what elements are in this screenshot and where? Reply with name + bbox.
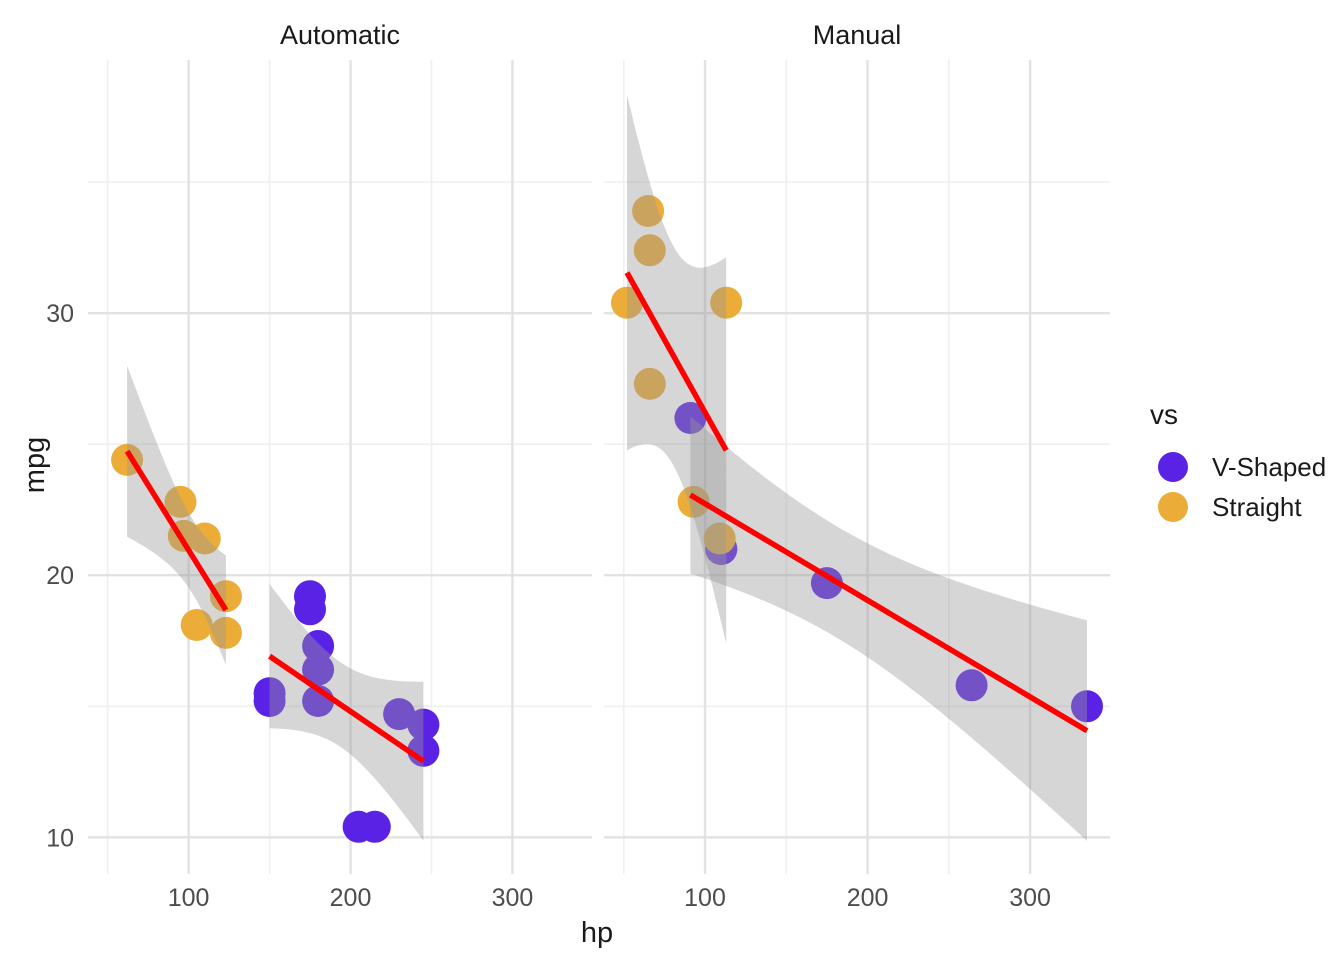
ribbon-layer bbox=[127, 94, 1087, 841]
y-tick-label: 10 bbox=[46, 824, 74, 852]
confidence-ribbon bbox=[269, 584, 424, 841]
data-point bbox=[633, 234, 666, 267]
grid-layer bbox=[88, 60, 1110, 874]
data-point bbox=[253, 685, 286, 717]
data-point bbox=[611, 286, 643, 319]
confidence-ribbon bbox=[690, 416, 1087, 841]
data-point bbox=[383, 698, 416, 731]
x-tick-label: 300 bbox=[1009, 884, 1051, 912]
legend: vs V-Shaped Straight bbox=[1150, 399, 1326, 522]
regression-line bbox=[624, 271, 729, 452]
regression-line bbox=[688, 492, 1089, 734]
y-tick-label: 30 bbox=[46, 300, 74, 328]
x-tick-label: 300 bbox=[492, 884, 534, 912]
data-point bbox=[302, 630, 335, 662]
confidence-ribbon bbox=[627, 94, 727, 644]
data-point bbox=[674, 402, 707, 434]
facet-label-automatic: Automatic bbox=[280, 20, 400, 50]
data-point bbox=[302, 653, 335, 686]
legend-label-v-shaped: V-Shaped bbox=[1212, 452, 1326, 482]
legend-title: vs bbox=[1150, 399, 1178, 430]
points-layer bbox=[111, 195, 1103, 843]
legend-key-straight-icon bbox=[1158, 492, 1188, 522]
x-tick-label: 100 bbox=[168, 884, 210, 912]
x-axis-title: hp bbox=[581, 917, 613, 949]
x-tick-label: 200 bbox=[847, 884, 889, 912]
data-point bbox=[703, 522, 736, 555]
data-point bbox=[209, 616, 242, 649]
data-point bbox=[810, 567, 843, 600]
data-point bbox=[164, 485, 197, 518]
x-tick-label: 100 bbox=[684, 884, 726, 912]
data-point bbox=[209, 580, 242, 613]
data-point bbox=[677, 485, 710, 518]
data-point bbox=[294, 580, 326, 613]
data-point bbox=[633, 367, 666, 400]
data-point bbox=[632, 195, 665, 227]
smooth-line-layer bbox=[124, 271, 1089, 764]
legend-key-v-shaped-icon bbox=[1158, 452, 1188, 482]
y-tick-label: 20 bbox=[46, 562, 74, 590]
data-point bbox=[358, 810, 391, 843]
regression-line bbox=[268, 653, 425, 764]
x-tick-label: 200 bbox=[330, 884, 372, 912]
data-point bbox=[1071, 690, 1103, 723]
data-point bbox=[955, 669, 988, 702]
confidence-ribbon bbox=[127, 365, 226, 665]
data-point bbox=[180, 609, 213, 641]
y-axis-title: mpg bbox=[19, 437, 51, 493]
regression-line bbox=[124, 449, 229, 612]
facet-label-manual: Manual bbox=[813, 20, 902, 50]
data-point bbox=[407, 708, 440, 741]
tick-label-layer: 100 200 300 10 20 30 100 200 300 bbox=[46, 300, 1051, 912]
data-point bbox=[710, 286, 743, 319]
legend-label-straight: Straight bbox=[1212, 492, 1302, 522]
